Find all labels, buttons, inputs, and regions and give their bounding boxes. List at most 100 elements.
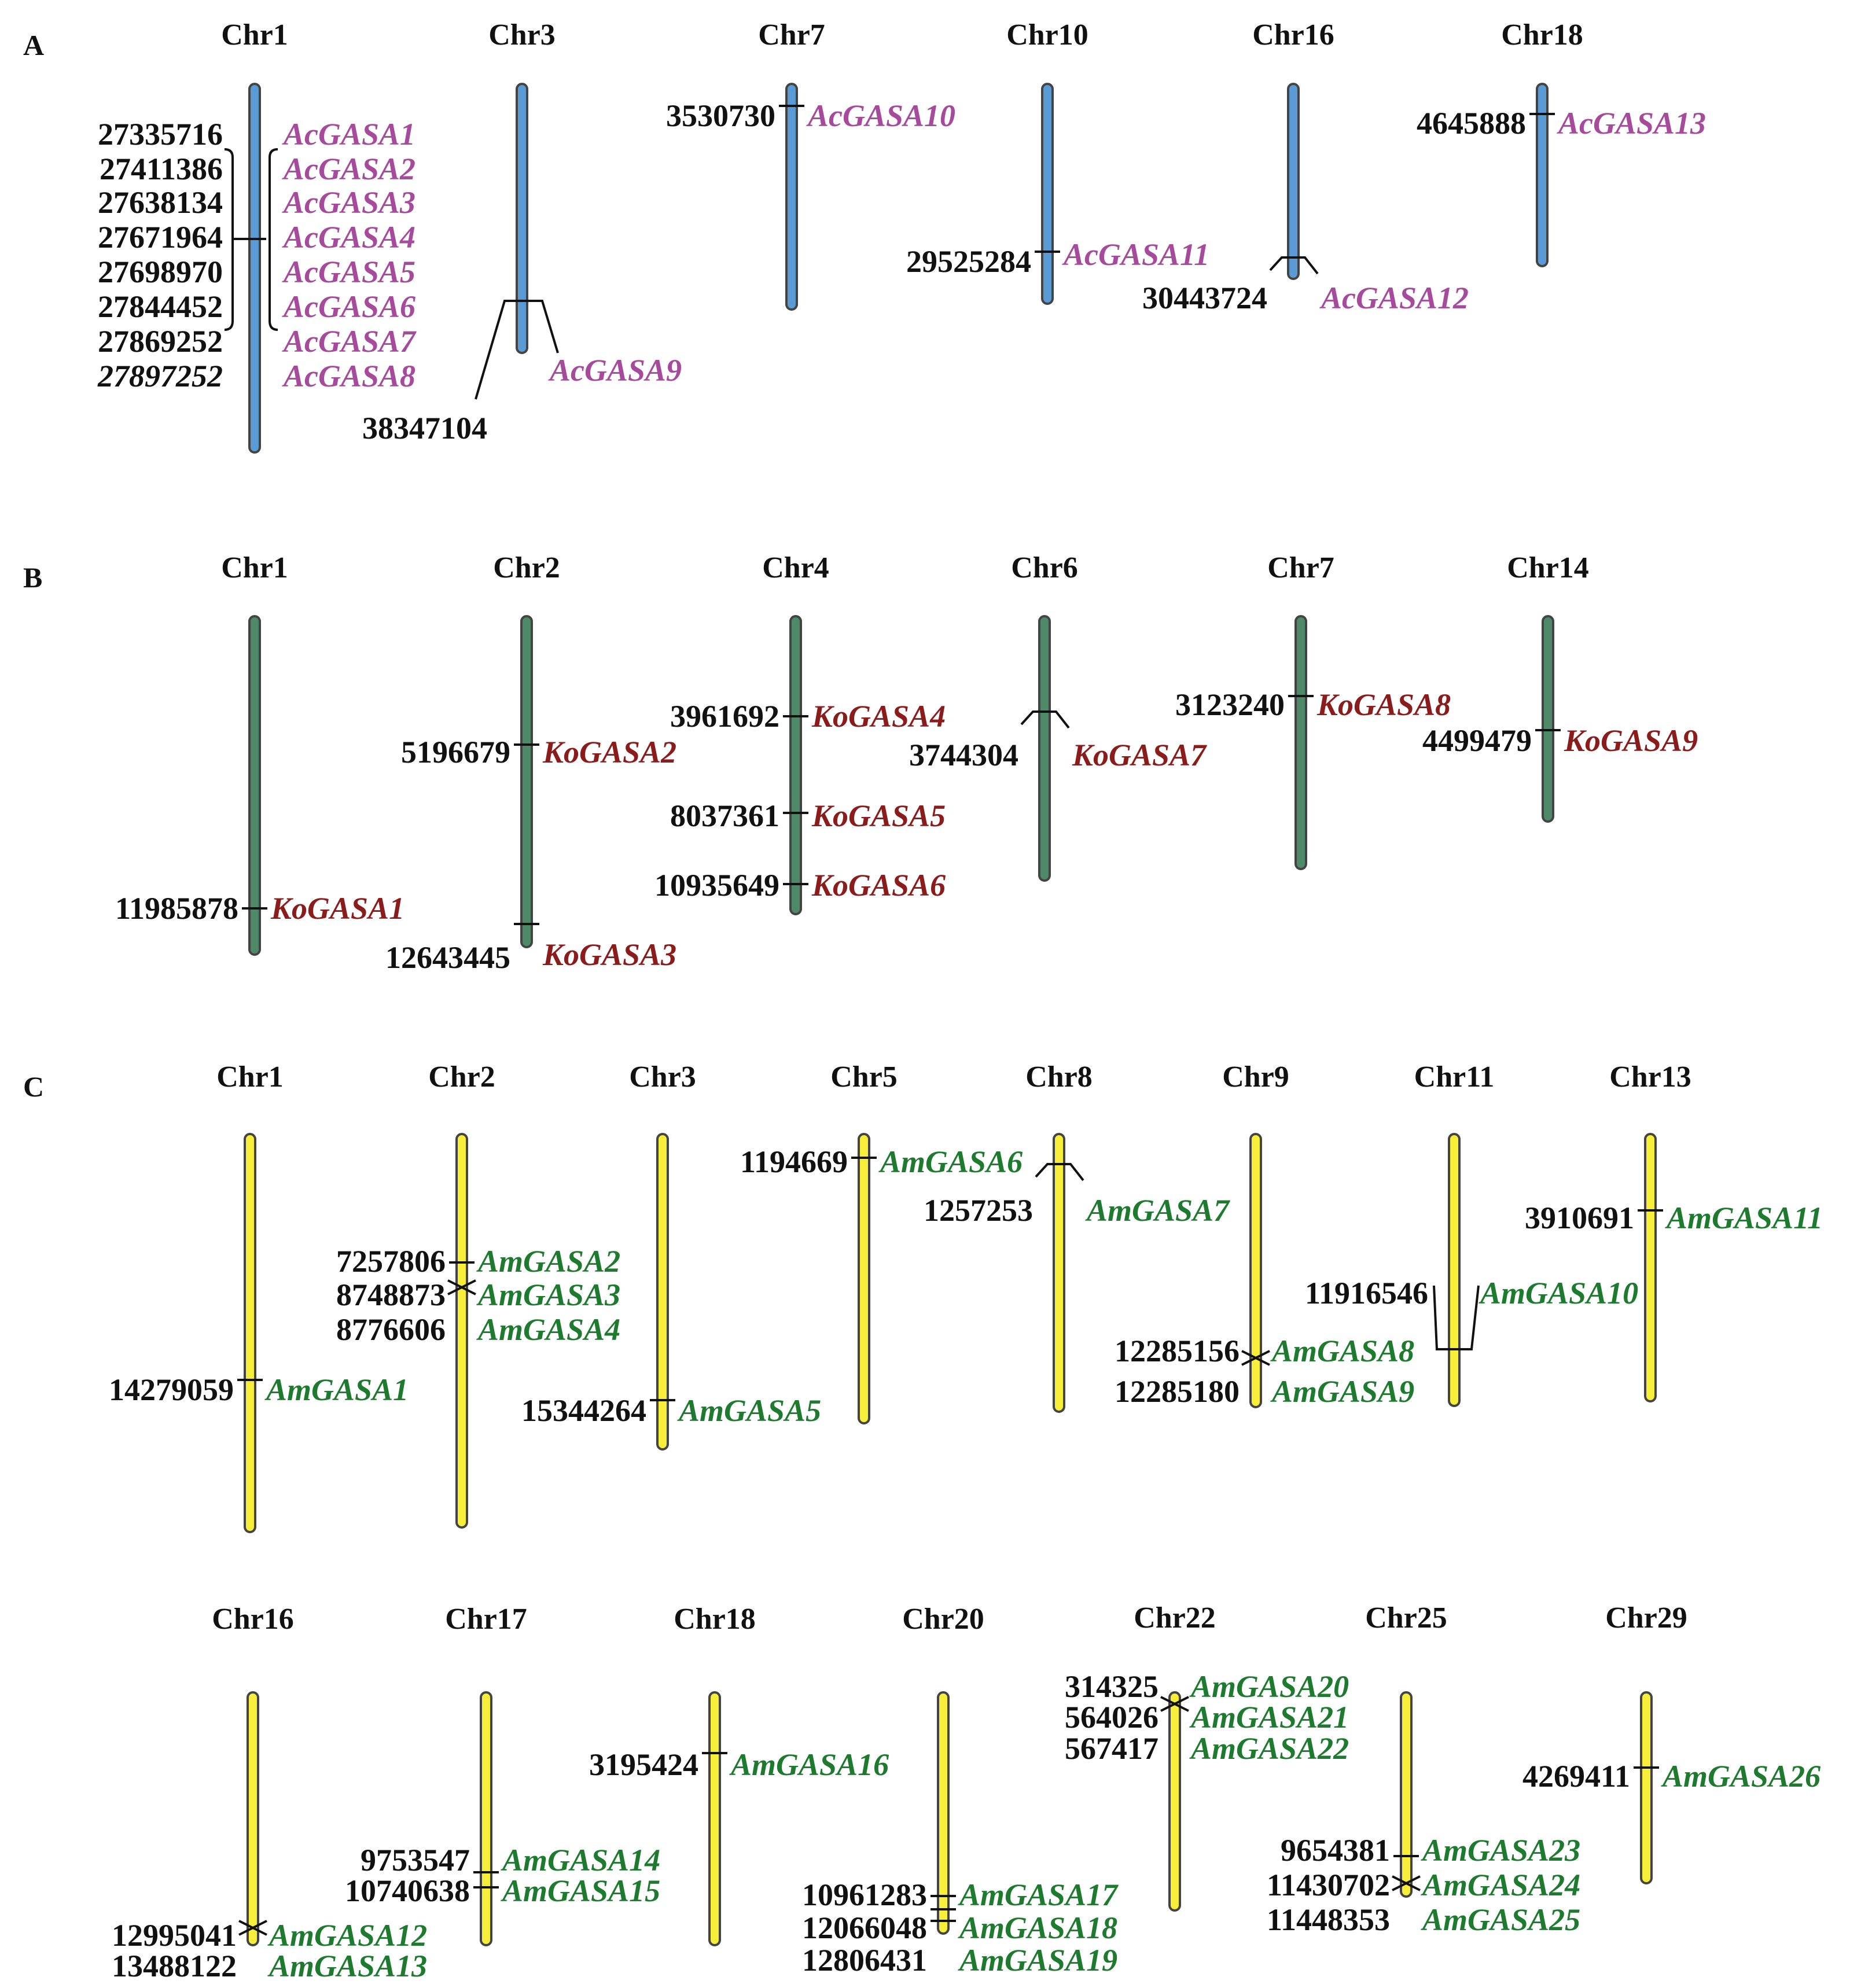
- chromosome-bar: [248, 615, 261, 956]
- chromosome-label: Chr14: [1507, 551, 1589, 584]
- gene-tick-cross: [1392, 1875, 1421, 1891]
- gene-position: 29525284: [906, 244, 1031, 279]
- gene-name: AcGASA2: [282, 152, 415, 186]
- gene-position: 11985878: [115, 891, 238, 926]
- gene-position: 567417: [1065, 1731, 1158, 1766]
- gene-position: 4499479: [1422, 723, 1532, 758]
- gene-tick-cross: [1160, 1696, 1189, 1712]
- chromosome-label: Chr2: [428, 1061, 495, 1094]
- gene-cluster-bracket-left: [224, 148, 234, 331]
- chromosome-chr1-b: Chr1 11985878 KoGASA1: [115, 551, 404, 956]
- gene-position: 12643445: [385, 940, 510, 975]
- gene-position: 1194669: [740, 1144, 848, 1179]
- gene-position: 38347104: [362, 411, 487, 446]
- chromosome-label: Chr18: [674, 1603, 756, 1636]
- gene-name: AcGASA13: [1557, 106, 1706, 141]
- gene-name: AcGASA11: [1062, 237, 1209, 272]
- chromosome-label: Chr13: [1609, 1061, 1691, 1094]
- gene-position: 10935649: [654, 868, 779, 903]
- chromosome-label: Chr10: [1006, 19, 1088, 51]
- gene-position: 314325: [1065, 1669, 1158, 1704]
- chromosome-bar: [1249, 1133, 1262, 1408]
- gene-cluster-bracket-right: [269, 148, 278, 331]
- gene-position: 11430702: [1267, 1868, 1390, 1902]
- gene-position: 27638134: [98, 185, 223, 220]
- gene-name: AmGASA18: [958, 1910, 1117, 1945]
- gene-position: 3195424: [589, 1747, 698, 1782]
- chromosome-bar: [1168, 1691, 1181, 1912]
- gene-position: 12285180: [1115, 1374, 1240, 1409]
- gene-tick-cross: [238, 1920, 267, 1936]
- chromosome-label: Chr3: [629, 1061, 696, 1094]
- gene-position: 10740638: [345, 1873, 470, 1908]
- gene-position: 14279059: [109, 1372, 234, 1407]
- chromosome-chr18-a: Chr18 4645888 AcGASA13: [1417, 19, 1706, 267]
- gene-name: KoGASA1: [270, 891, 404, 926]
- chromosome-label: Chr7: [1267, 551, 1334, 584]
- chromosome-bar: [858, 1133, 870, 1424]
- gene-name: AmGASA11: [1665, 1201, 1823, 1235]
- gene-position: 9654381: [1281, 1833, 1390, 1868]
- chromosome-label: Chr20: [902, 1603, 984, 1636]
- chromosome-chr11-c: Chr11 11916546 AmGASA10: [1305, 1061, 1638, 1407]
- gene-tick-cross: [447, 1279, 476, 1295]
- chromosome-label: Chr11: [1414, 1061, 1495, 1094]
- chromosome-label: Chr6: [1011, 551, 1078, 584]
- gene-name: AmGASA3: [476, 1278, 620, 1312]
- gene-name: AmGASA16: [729, 1747, 889, 1782]
- chromosome-label: Chr22: [1134, 1602, 1216, 1634]
- chromosome-bar: [1038, 615, 1051, 882]
- chromosome-bar: [1640, 1691, 1653, 1884]
- panel-label: A: [23, 29, 44, 61]
- chromosome-label: Chr3: [488, 19, 556, 51]
- chromosome-chr10-a: Chr10 29525284 AcGASA11: [906, 19, 1209, 305]
- chromosome-chr7-a: Chr7 3530730 AcGASA10: [666, 19, 955, 311]
- gene-name: AcGASA10: [806, 98, 955, 133]
- gene-name: AmGASA24: [1421, 1868, 1580, 1902]
- gene-name: AmGASA5: [677, 1393, 821, 1428]
- chromosome-label: Chr7: [758, 19, 825, 51]
- chromosome-chr9-c: Chr9 12285156 AmGASA8 12285180 AmGASA9: [1115, 1061, 1414, 1409]
- gene-name: AmGASA2: [476, 1244, 620, 1279]
- chromosome-label: Chr18: [1501, 19, 1583, 51]
- panel-A: A Chr1 27335716 AcGASA1 27411386 AcGASA2 27638…: [23, 19, 1706, 454]
- gene-name: AmGASA21: [1189, 1700, 1349, 1735]
- chromosome-chr16-c: Chr16 12995041 AmGASA12 13488122 AmGASA13: [112, 1603, 427, 1983]
- gene-name: AmGASA25: [1421, 1902, 1580, 1937]
- chromosome-bar: [785, 83, 798, 311]
- gene-name: AmGASA22: [1189, 1731, 1349, 1766]
- gene-position: 11916546: [1305, 1276, 1428, 1310]
- chromosome-chr29-c: Chr29 4269411 AmGASA26: [1522, 1602, 1820, 1884]
- gene-position: 27335716: [98, 117, 223, 152]
- chromosome-chr18-c: Chr18 3195424 AmGASA16: [589, 1603, 889, 1946]
- gene-name: AmGASA4: [476, 1312, 620, 1347]
- gene-position: 27671964: [98, 220, 223, 255]
- gene-name: AcGASA5: [282, 255, 415, 289]
- gene-position: 13488122: [112, 1949, 237, 1983]
- gene-name: AmGASA17: [958, 1877, 1119, 1912]
- gene-tick-cross: [1241, 1350, 1270, 1366]
- gene-name: AmGASA13: [267, 1949, 427, 1983]
- chromosome-chr1-a: Chr1 27335716 AcGASA1 27411386 AcGASA2 276381…: [97, 19, 417, 454]
- gene-name: KoGASA8: [1316, 687, 1451, 722]
- chromosome-chr22-c: Chr22 314325 AmGASA20 564026 AmGASA21 567417 A…: [1065, 1602, 1349, 1912]
- gene-name: AmGASA7: [1085, 1193, 1230, 1228]
- gene-name: KoGASA9: [1564, 723, 1698, 758]
- chromosome-label: Chr16: [212, 1603, 294, 1636]
- gene-position: 3530730: [666, 98, 775, 133]
- panel-label: B: [23, 561, 42, 594]
- chromosome-chr16-a: Chr16 30443724 AcGASA12: [1142, 19, 1469, 315]
- chromosome-bar: [1448, 1133, 1461, 1407]
- gene-name: AmGASA23: [1421, 1833, 1580, 1868]
- chromosome-bar: [789, 615, 802, 915]
- chromosome-bar: [708, 1691, 721, 1946]
- gene-position: 8037361: [670, 798, 779, 833]
- gene-name: KoGASA7: [1072, 738, 1207, 772]
- chromosome-bar: [455, 1133, 468, 1529]
- chromosome-label: Chr4: [762, 551, 829, 584]
- gene-position: 11448353: [1267, 1902, 1390, 1937]
- chromosome-bar: [1644, 1133, 1657, 1402]
- chromosome-label: Chr2: [493, 551, 560, 584]
- chromosome-chr25-c: Chr25 9654381 AmGASA23 11430702 AmGASA24 1144…: [1267, 1602, 1580, 1937]
- gene-name: KoGASA2: [542, 735, 676, 770]
